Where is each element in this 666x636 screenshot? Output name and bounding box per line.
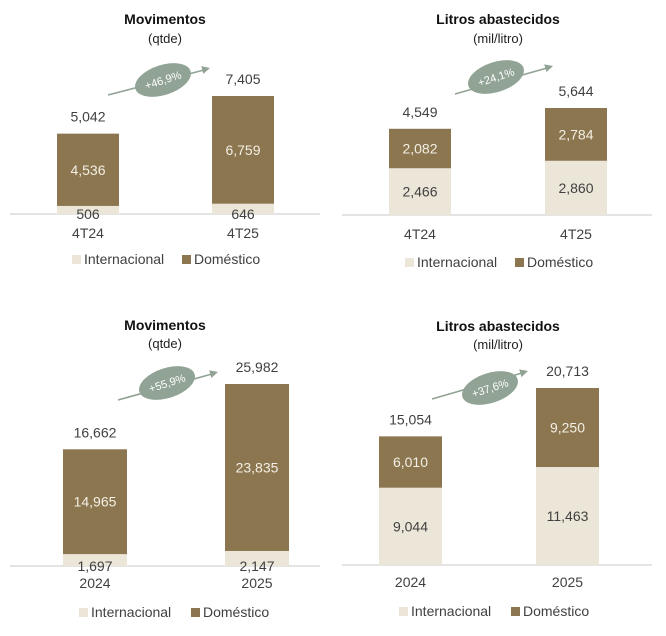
data-label-internacional: 506 bbox=[76, 206, 100, 222]
bar-internacional bbox=[536, 467, 599, 565]
data-label-total: 7,405 bbox=[225, 71, 260, 87]
legend-swatch-internacional bbox=[79, 608, 88, 617]
category-label: 2025 bbox=[552, 574, 583, 590]
growth-arrow-head-icon bbox=[201, 66, 210, 74]
bar-domestico bbox=[545, 108, 607, 161]
data-label-total: 16,662 bbox=[74, 424, 117, 440]
legend-swatch-internacional bbox=[72, 255, 81, 264]
data-label-total: 5,042 bbox=[70, 109, 105, 125]
growth-badge-bg bbox=[462, 371, 518, 405]
bar-domestico bbox=[212, 96, 274, 204]
chart-panel-3: Movimentos (qtde) 1,697 14,965 16,662 2024 2,1… bbox=[10, 317, 320, 620]
legend-label: Internacional bbox=[411, 603, 491, 619]
chart-subtitle: (qtde) bbox=[148, 31, 182, 46]
legend-swatch-domestico bbox=[191, 608, 200, 617]
chart-subtitle: (qtde) bbox=[148, 336, 182, 351]
growth-badge-bg bbox=[139, 366, 195, 400]
legend-label: Internacional bbox=[91, 604, 171, 620]
data-label-domestico: 2,082 bbox=[402, 141, 437, 157]
legend-swatch-internacional bbox=[405, 258, 414, 267]
legend-label: Doméstico bbox=[523, 603, 589, 619]
data-label-domestico: 23,835 bbox=[236, 459, 279, 475]
bar-internacional bbox=[225, 550, 289, 566]
bar-domestico bbox=[57, 133, 119, 206]
legend-label: Doméstico bbox=[203, 604, 269, 620]
chart-panel-1: Movimentos (qtde) 506 4,536 5,042 4T24 646 6,75… bbox=[10, 11, 320, 267]
bar-domestico bbox=[225, 384, 289, 551]
legend-label: Internacional bbox=[417, 254, 497, 270]
bar-domestico bbox=[63, 449, 127, 555]
bar-internacional bbox=[389, 168, 451, 215]
data-label-domestico: 6,010 bbox=[393, 454, 428, 470]
growth-badge-bg bbox=[468, 60, 524, 94]
data-label-domestico: 2,784 bbox=[558, 126, 593, 142]
legend-label: Doméstico bbox=[527, 254, 593, 270]
data-label-domestico: 9,250 bbox=[550, 420, 585, 436]
chart-title: Litros abastecidos bbox=[436, 318, 560, 334]
data-label-domestico: 14,965 bbox=[74, 494, 117, 510]
data-label-internacional: 2,466 bbox=[402, 184, 437, 200]
legend-label: Internacional bbox=[84, 251, 164, 267]
legend-swatch-internacional bbox=[399, 607, 408, 616]
growth-badge-bg bbox=[135, 63, 191, 97]
category-label: 2024 bbox=[79, 575, 110, 591]
legend-swatch-domestico bbox=[182, 255, 191, 264]
category-label: 4T24 bbox=[72, 225, 104, 241]
legend-swatch-domestico bbox=[515, 258, 524, 267]
growth-badge: +37,6% bbox=[462, 371, 518, 405]
legend-swatch-domestico bbox=[511, 607, 520, 616]
data-label-domestico: 4,536 bbox=[70, 162, 105, 178]
data-label-internacional: 2,860 bbox=[558, 180, 593, 196]
chart-title: Movimentos bbox=[124, 11, 206, 27]
growth-badge: +24,1% bbox=[468, 60, 524, 94]
bar-domestico bbox=[379, 436, 442, 488]
bar-internacional bbox=[63, 554, 127, 566]
category-label: 4T25 bbox=[560, 226, 592, 242]
data-label-internacional: 646 bbox=[231, 206, 255, 222]
growth-badge: +46,9% bbox=[135, 63, 191, 97]
bar-internacional bbox=[212, 203, 274, 214]
bar-internacional bbox=[545, 160, 607, 215]
category-label: 4T25 bbox=[227, 225, 259, 241]
data-label-total: 4,549 bbox=[402, 104, 437, 120]
data-label-total: 20,713 bbox=[546, 363, 589, 379]
chart-panel-2: Litros abastecidos (mil/litro) 2,466 2,082 4… bbox=[342, 11, 652, 270]
data-label-total: 25,982 bbox=[236, 359, 279, 375]
growth-arrow-head-icon bbox=[209, 370, 218, 379]
growth-badge: +55,9% bbox=[139, 366, 195, 400]
data-label-domestico: 6,759 bbox=[225, 142, 260, 158]
data-label-total: 15,054 bbox=[389, 411, 432, 427]
category-label: 2025 bbox=[241, 575, 272, 591]
chart-subtitle: (mil/litro) bbox=[473, 31, 523, 46]
bar-internacional bbox=[379, 487, 442, 565]
chart-subtitle: (mil/litro) bbox=[473, 337, 523, 352]
chart-title: Litros abastecidos bbox=[436, 11, 560, 27]
chart-title: Movimentos bbox=[124, 317, 206, 333]
data-label-internacional: 2,147 bbox=[239, 558, 274, 574]
bar-domestico bbox=[536, 388, 599, 468]
data-label-internacional: 9,044 bbox=[393, 518, 428, 534]
data-label-internacional: 1,697 bbox=[77, 558, 112, 574]
data-label-internacional: 11,463 bbox=[547, 508, 589, 524]
category-label: 4T24 bbox=[404, 226, 436, 242]
data-label-total: 5,644 bbox=[558, 83, 593, 99]
bar-internacional bbox=[57, 205, 119, 214]
legend-label: Doméstico bbox=[194, 251, 260, 267]
bar-domestico bbox=[389, 128, 451, 169]
growth-arrow-head-icon bbox=[519, 369, 528, 378]
chart-panel-4: Litros abastecidos (mil/litro) 9,044 6,010 1… bbox=[342, 318, 652, 619]
category-label: 2024 bbox=[395, 574, 426, 590]
growth-arrow-head-icon bbox=[544, 64, 553, 73]
